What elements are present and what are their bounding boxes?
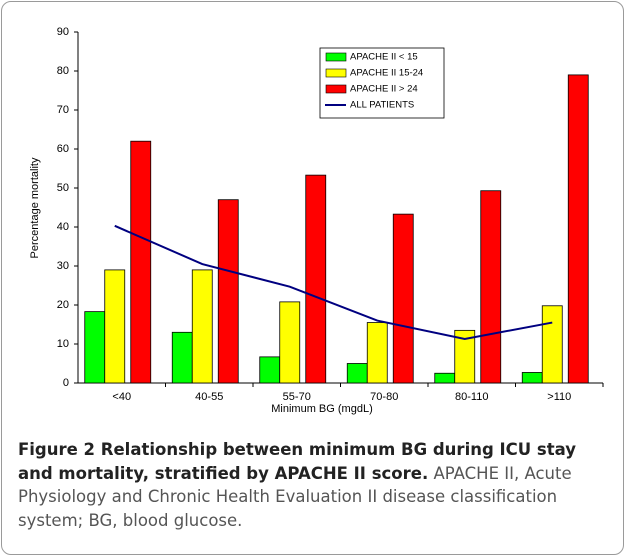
bar	[217, 199, 239, 384]
bar	[434, 372, 456, 384]
bar	[480, 190, 502, 384]
bar	[454, 329, 476, 384]
bar	[279, 301, 301, 384]
y-tick-label: 30	[57, 260, 69, 272]
caption: Figure 2 Relationship between minimum BG…	[18, 438, 610, 532]
y-tick-label: 10	[57, 338, 69, 350]
bar	[259, 356, 281, 384]
legend-swatch	[325, 52, 347, 62]
y-tick-label: 90	[57, 26, 69, 38]
bar	[305, 174, 327, 384]
legend-label: APACHE II < 15	[350, 52, 418, 63]
line	[114, 224, 553, 340]
bar	[521, 372, 543, 384]
bar	[191, 269, 213, 384]
bar	[541, 305, 563, 384]
legend-swatch	[325, 84, 347, 94]
caption-text: APACHE II, Acute Physiology and Chronic …	[18, 463, 572, 530]
x-tick-label: 55-70	[283, 391, 311, 403]
legend-swatch	[325, 68, 347, 78]
bar	[84, 311, 106, 384]
y-tick-label: 60	[57, 143, 69, 155]
y-axis-label: Percentage mortality	[29, 157, 41, 258]
legend-label: APACHE II 15-24	[350, 68, 423, 79]
y-tick-label: 80	[57, 65, 69, 77]
chart: Minimum BG (mgdL) Percentage mortality 0…	[29, 26, 604, 415]
bar	[567, 74, 589, 384]
x-axis-label: Minimum BG (mgdL)	[271, 403, 372, 415]
y-tick-label: 70	[57, 104, 69, 116]
bar	[392, 213, 414, 384]
bar	[346, 363, 368, 384]
legend-label: ALL PATIENTS	[350, 100, 414, 111]
x-tick-label: 70-80	[370, 391, 398, 403]
x-tick-label: 40-55	[195, 391, 223, 403]
x-tick-label: >110	[547, 391, 571, 403]
y-tick-label: 20	[57, 299, 69, 311]
bar	[366, 322, 388, 384]
bar	[130, 140, 152, 384]
bar	[104, 269, 126, 384]
x-tick-label: <40	[112, 391, 131, 403]
bar	[171, 331, 193, 384]
y-tick-label: 50	[57, 182, 69, 194]
y-tick-label: 40	[57, 221, 69, 233]
y-tick-label: 0	[63, 377, 69, 389]
legend-label: APACHE II > 24	[350, 84, 418, 95]
caption-title: Figure 2 Relationship between minimum BG…	[18, 440, 577, 483]
x-tick-label: 80-110	[455, 391, 488, 403]
